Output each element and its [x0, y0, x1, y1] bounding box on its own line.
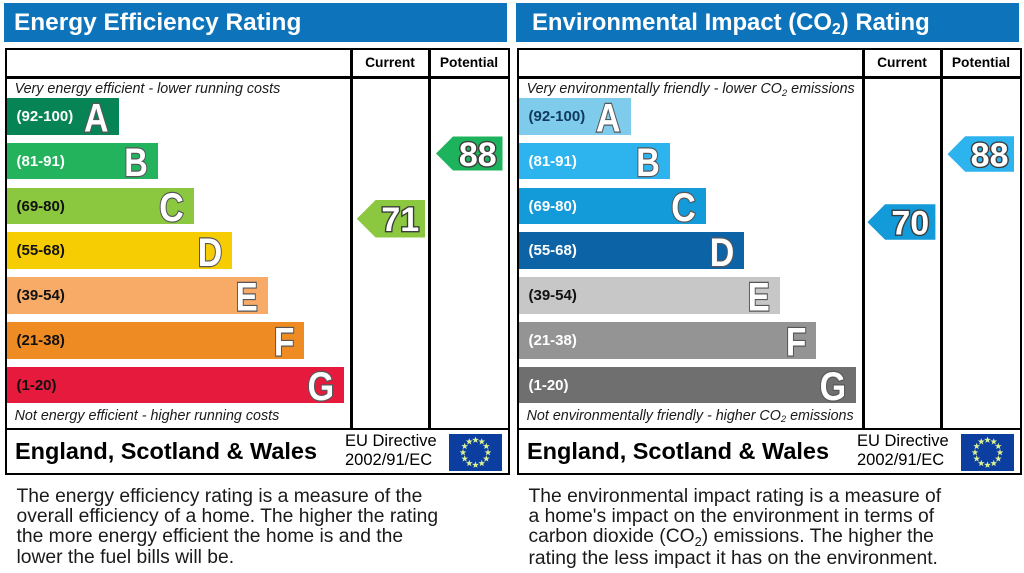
- svg-text:C: C: [671, 186, 696, 230]
- svg-text:B: B: [124, 141, 148, 185]
- svg-text:G: G: [820, 365, 847, 409]
- svg-text:C: C: [159, 186, 184, 230]
- svg-text:E: E: [236, 276, 258, 320]
- svg-text:E: E: [748, 276, 770, 320]
- svg-text:A: A: [596, 96, 621, 140]
- svg-text:88: 88: [971, 137, 1009, 175]
- svg-text:D: D: [198, 231, 223, 275]
- svg-text:70: 70: [891, 205, 929, 243]
- svg-text:A: A: [84, 96, 109, 140]
- svg-text:F: F: [274, 320, 295, 364]
- svg-text:B: B: [636, 141, 660, 185]
- svg-text:71: 71: [381, 201, 419, 239]
- svg-text:88: 88: [459, 136, 497, 174]
- svg-text:F: F: [786, 320, 807, 364]
- svg-text:D: D: [710, 231, 735, 275]
- svg-text:G: G: [308, 365, 335, 409]
